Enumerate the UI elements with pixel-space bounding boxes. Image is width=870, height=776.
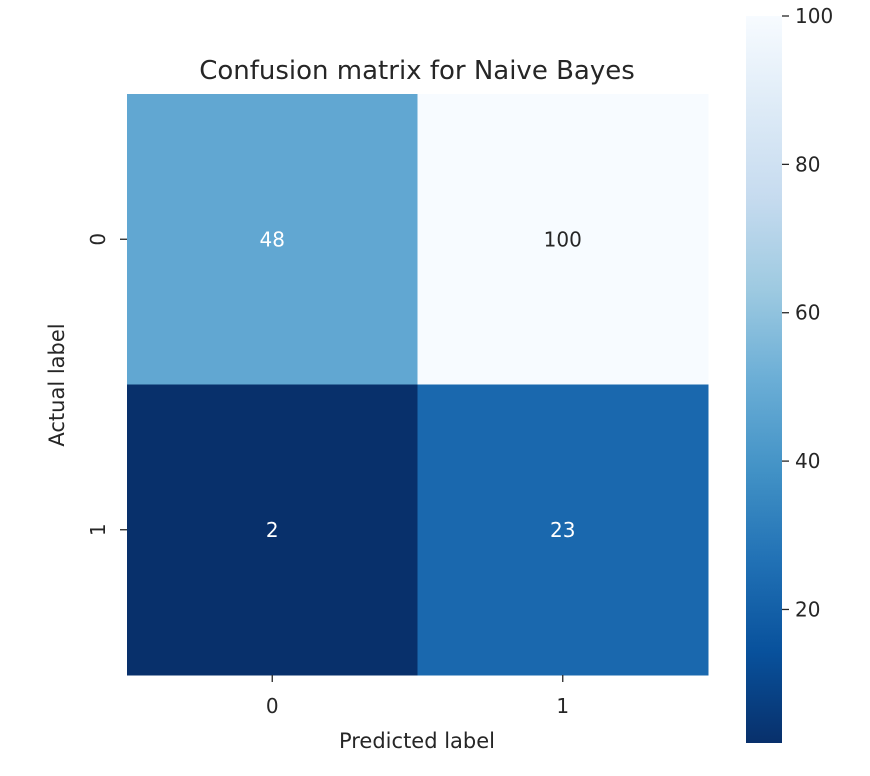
x-axis-label: Predicted label <box>339 729 495 753</box>
cell-value-label: 100 <box>544 227 582 251</box>
heatmap-cell <box>127 94 418 385</box>
cell-value-label: 23 <box>550 518 575 542</box>
x-tick-label: 1 <box>556 694 569 718</box>
cell-value-label: 48 <box>260 227 285 251</box>
heatmap-cells: 48 100 2 23 <box>127 94 709 676</box>
y-tick-label: 1 <box>86 523 110 536</box>
colorbar-tick-label: 40 <box>795 449 820 473</box>
colorbar-ticks: 20 40 60 80 100 <box>782 4 833 621</box>
heatmap-cell <box>127 384 418 676</box>
colorbar-tick-label: 100 <box>795 4 833 28</box>
chart-title: Confusion matrix for Naive Bayes <box>199 56 635 86</box>
colorbar-tick-label: 80 <box>795 152 820 176</box>
cell-value-label: 2 <box>266 518 279 542</box>
colorbar <box>746 16 782 743</box>
y-axis-ticks: 01 <box>86 233 127 536</box>
x-tick-label: 0 <box>266 694 279 718</box>
heatmap-cell <box>417 94 709 385</box>
y-axis-label: Actual label <box>45 323 69 446</box>
colorbar-tick-label: 60 <box>795 301 820 325</box>
y-tick-label: 0 <box>86 233 110 246</box>
heatmap-cell <box>417 384 709 676</box>
colorbar-tick-label: 20 <box>795 597 820 621</box>
